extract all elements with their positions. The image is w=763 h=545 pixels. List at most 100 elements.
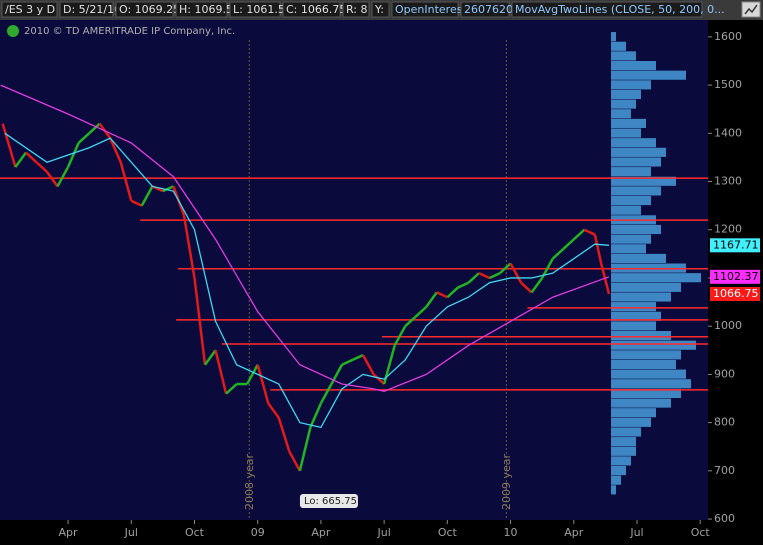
- price-segment: [140, 185, 154, 207]
- profile-bar: [611, 138, 656, 148]
- price-segment: [509, 262, 523, 284]
- price-segment: [204, 349, 217, 366]
- plot-area: [0, 20, 708, 520]
- price-segment: [130, 199, 143, 207]
- profile-bar: [611, 224, 661, 235]
- price-segment: [1, 123, 17, 168]
- price-segment: [457, 281, 469, 289]
- y-tick-label: 700: [714, 464, 735, 477]
- price-segment: [14, 151, 27, 168]
- toolbar-field: [371, 1, 390, 18]
- price-segment: [372, 373, 385, 385]
- price-segment: [88, 122, 101, 135]
- price-segment: [551, 248, 565, 260]
- price-segment: [414, 305, 428, 318]
- toolbar-field: [229, 1, 281, 18]
- toolbar-field: [1, 1, 58, 18]
- x-tick-label: Jul: [376, 526, 390, 539]
- profile-bar: [611, 437, 636, 447]
- price-segment: [572, 228, 586, 241]
- price-segment: [298, 427, 312, 472]
- x-tick-label: Jul: [124, 526, 138, 539]
- profile-bar: [611, 32, 616, 42]
- toolbar-field: [342, 1, 370, 18]
- price-segment: [352, 353, 364, 362]
- profile-bar: [611, 128, 641, 138]
- price-segment: [319, 383, 333, 404]
- price-segment: [499, 262, 512, 275]
- profile-bar: [611, 176, 676, 186]
- x-tick-label: Oct: [185, 526, 205, 539]
- price-segment: [330, 364, 344, 385]
- profile-bar: [611, 379, 691, 389]
- toolbar-text: OpenInterest: [395, 3, 467, 16]
- price-segment: [520, 281, 533, 294]
- toolbar-text: /ES 3 y D: [5, 3, 55, 16]
- menu-button[interactable]: [741, 1, 761, 18]
- toolbar-field: [282, 1, 341, 18]
- price-segment: [425, 291, 438, 308]
- toolbar-field: [59, 1, 114, 18]
- copyright: 2010 © TD AMERITRADE IP Company, Inc.: [24, 26, 235, 37]
- price-segment: [593, 234, 603, 264]
- profile-bar: [611, 41, 626, 51]
- profile-bar: [611, 234, 651, 244]
- status-icon: [7, 25, 19, 37]
- toolbar-text: Y:: [374, 3, 384, 16]
- profile-bar: [611, 311, 661, 321]
- low-label: Lo: 665.75: [304, 496, 357, 507]
- profile-bar: [611, 80, 651, 90]
- price-segment: [404, 315, 417, 328]
- profile-bar: [611, 330, 671, 341]
- price-segment: [341, 358, 354, 366]
- menu-icon: [744, 4, 758, 15]
- y-tick-label: 1300: [714, 175, 742, 188]
- price-segment: [35, 161, 48, 173]
- toolbar-text: 2607620: [464, 3, 513, 16]
- price-segment: [436, 291, 448, 299]
- price-label: 1066.75: [713, 287, 759, 300]
- profile-bar: [611, 60, 656, 71]
- profile-bar: [611, 340, 696, 350]
- profile-bar: [611, 99, 636, 109]
- profile-bar: [611, 273, 701, 283]
- profile-bar: [611, 292, 671, 302]
- price-label-box: [710, 269, 760, 284]
- price-segment: [478, 271, 491, 280]
- toolbar-field: [460, 1, 510, 18]
- y-tick-label: 1000: [714, 319, 742, 332]
- x-tick-label: Oct: [691, 526, 711, 539]
- profile-bar: [611, 359, 676, 370]
- profile-bar: [611, 302, 656, 312]
- price-segment: [467, 272, 480, 284]
- profile-bar: [611, 388, 681, 398]
- x-tick-label: Apr: [564, 526, 584, 539]
- toolbar-field: [391, 1, 459, 18]
- profile-bar: [611, 70, 686, 80]
- price-segment: [309, 402, 323, 428]
- price-segment: [256, 364, 270, 404]
- toolbar-text: C: 1066.75: [286, 3, 346, 16]
- x-tick-label: 10: [504, 526, 518, 539]
- price-segment: [393, 325, 407, 347]
- price-segment: [267, 402, 280, 419]
- price-segment: [182, 215, 196, 279]
- profile-bar: [611, 195, 651, 206]
- price-label: 1167.71: [713, 238, 759, 251]
- annotation: 2009 year: [500, 453, 513, 510]
- y-tick-label: 1400: [714, 126, 742, 139]
- price-segment: [162, 185, 174, 193]
- profile-bar: [611, 321, 656, 331]
- profile-bar: [611, 244, 646, 254]
- y-tick-label: 1200: [714, 223, 742, 236]
- profile-bar: [611, 118, 646, 128]
- toolbar-field: [175, 1, 228, 18]
- profile-bar: [611, 282, 681, 292]
- toolbar-text: MovAvgTwoLines (CLOSE, 50, 200, 0...: [515, 3, 725, 16]
- toolbar-text: L: 1061.5: [233, 3, 285, 16]
- moving-average: [4, 132, 610, 429]
- profile-bar: [611, 157, 661, 167]
- price-segment: [246, 364, 259, 385]
- toolbar-text: O: 1069.25: [119, 3, 180, 16]
